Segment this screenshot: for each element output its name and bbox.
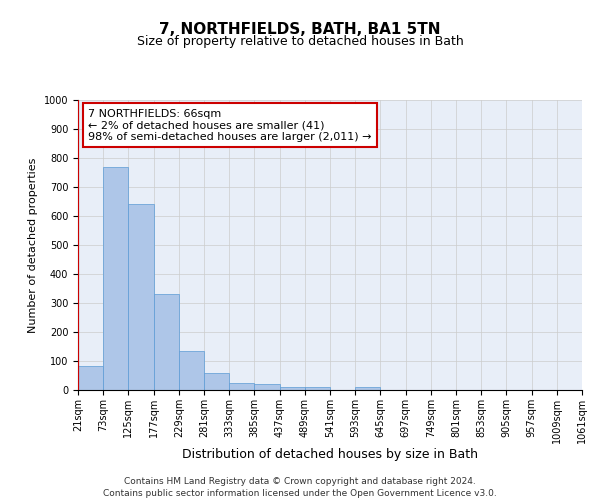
Bar [229,383,254,390]
Text: 7, NORTHFIELDS, BATH, BA1 5TN: 7, NORTHFIELDS, BATH, BA1 5TN [159,22,441,38]
Bar [254,384,280,390]
Y-axis label: Number of detached properties: Number of detached properties [28,158,38,332]
Bar [355,387,380,390]
Bar [204,372,229,390]
Bar [280,386,305,390]
Text: Contains HM Land Registry data © Crown copyright and database right 2024.
Contai: Contains HM Land Registry data © Crown c… [103,476,497,498]
Bar [103,166,128,390]
Bar [154,294,179,390]
Text: Size of property relative to detached houses in Bath: Size of property relative to detached ho… [137,35,463,48]
Bar [128,204,154,390]
Bar [305,387,330,390]
Bar [78,366,103,390]
Bar [179,351,204,390]
Text: 7 NORTHFIELDS: 66sqm
← 2% of detached houses are smaller (41)
98% of semi-detach: 7 NORTHFIELDS: 66sqm ← 2% of detached ho… [88,108,371,142]
X-axis label: Distribution of detached houses by size in Bath: Distribution of detached houses by size … [182,448,478,462]
